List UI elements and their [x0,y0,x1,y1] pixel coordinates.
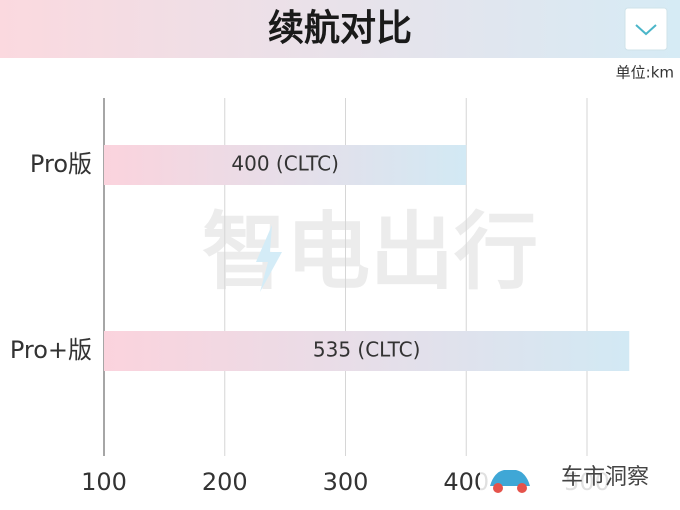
value-label: 400 (CLTC) [231,152,339,176]
collapse-button[interactable] [624,7,668,51]
y-tick-label: Pro+版 [10,336,92,364]
bar [104,331,630,371]
watermark-brand: 车市洞察 [561,465,649,490]
value-label: 535 (CLTC) [313,338,421,362]
x-tick-label: 200 [202,468,248,496]
x-tick-label: 300 [323,468,369,496]
y-tick-label: Pro版 [30,150,92,178]
watermark-logo [480,462,680,502]
unit-label: 单位:km [616,64,674,82]
chart-title: 续航对比 [268,7,412,49]
header-band [0,0,680,58]
watermark-bolt [256,225,282,292]
bar [104,145,467,185]
x-tick-label: 100 [81,468,127,496]
watermark: 智电出行 [202,203,538,301]
